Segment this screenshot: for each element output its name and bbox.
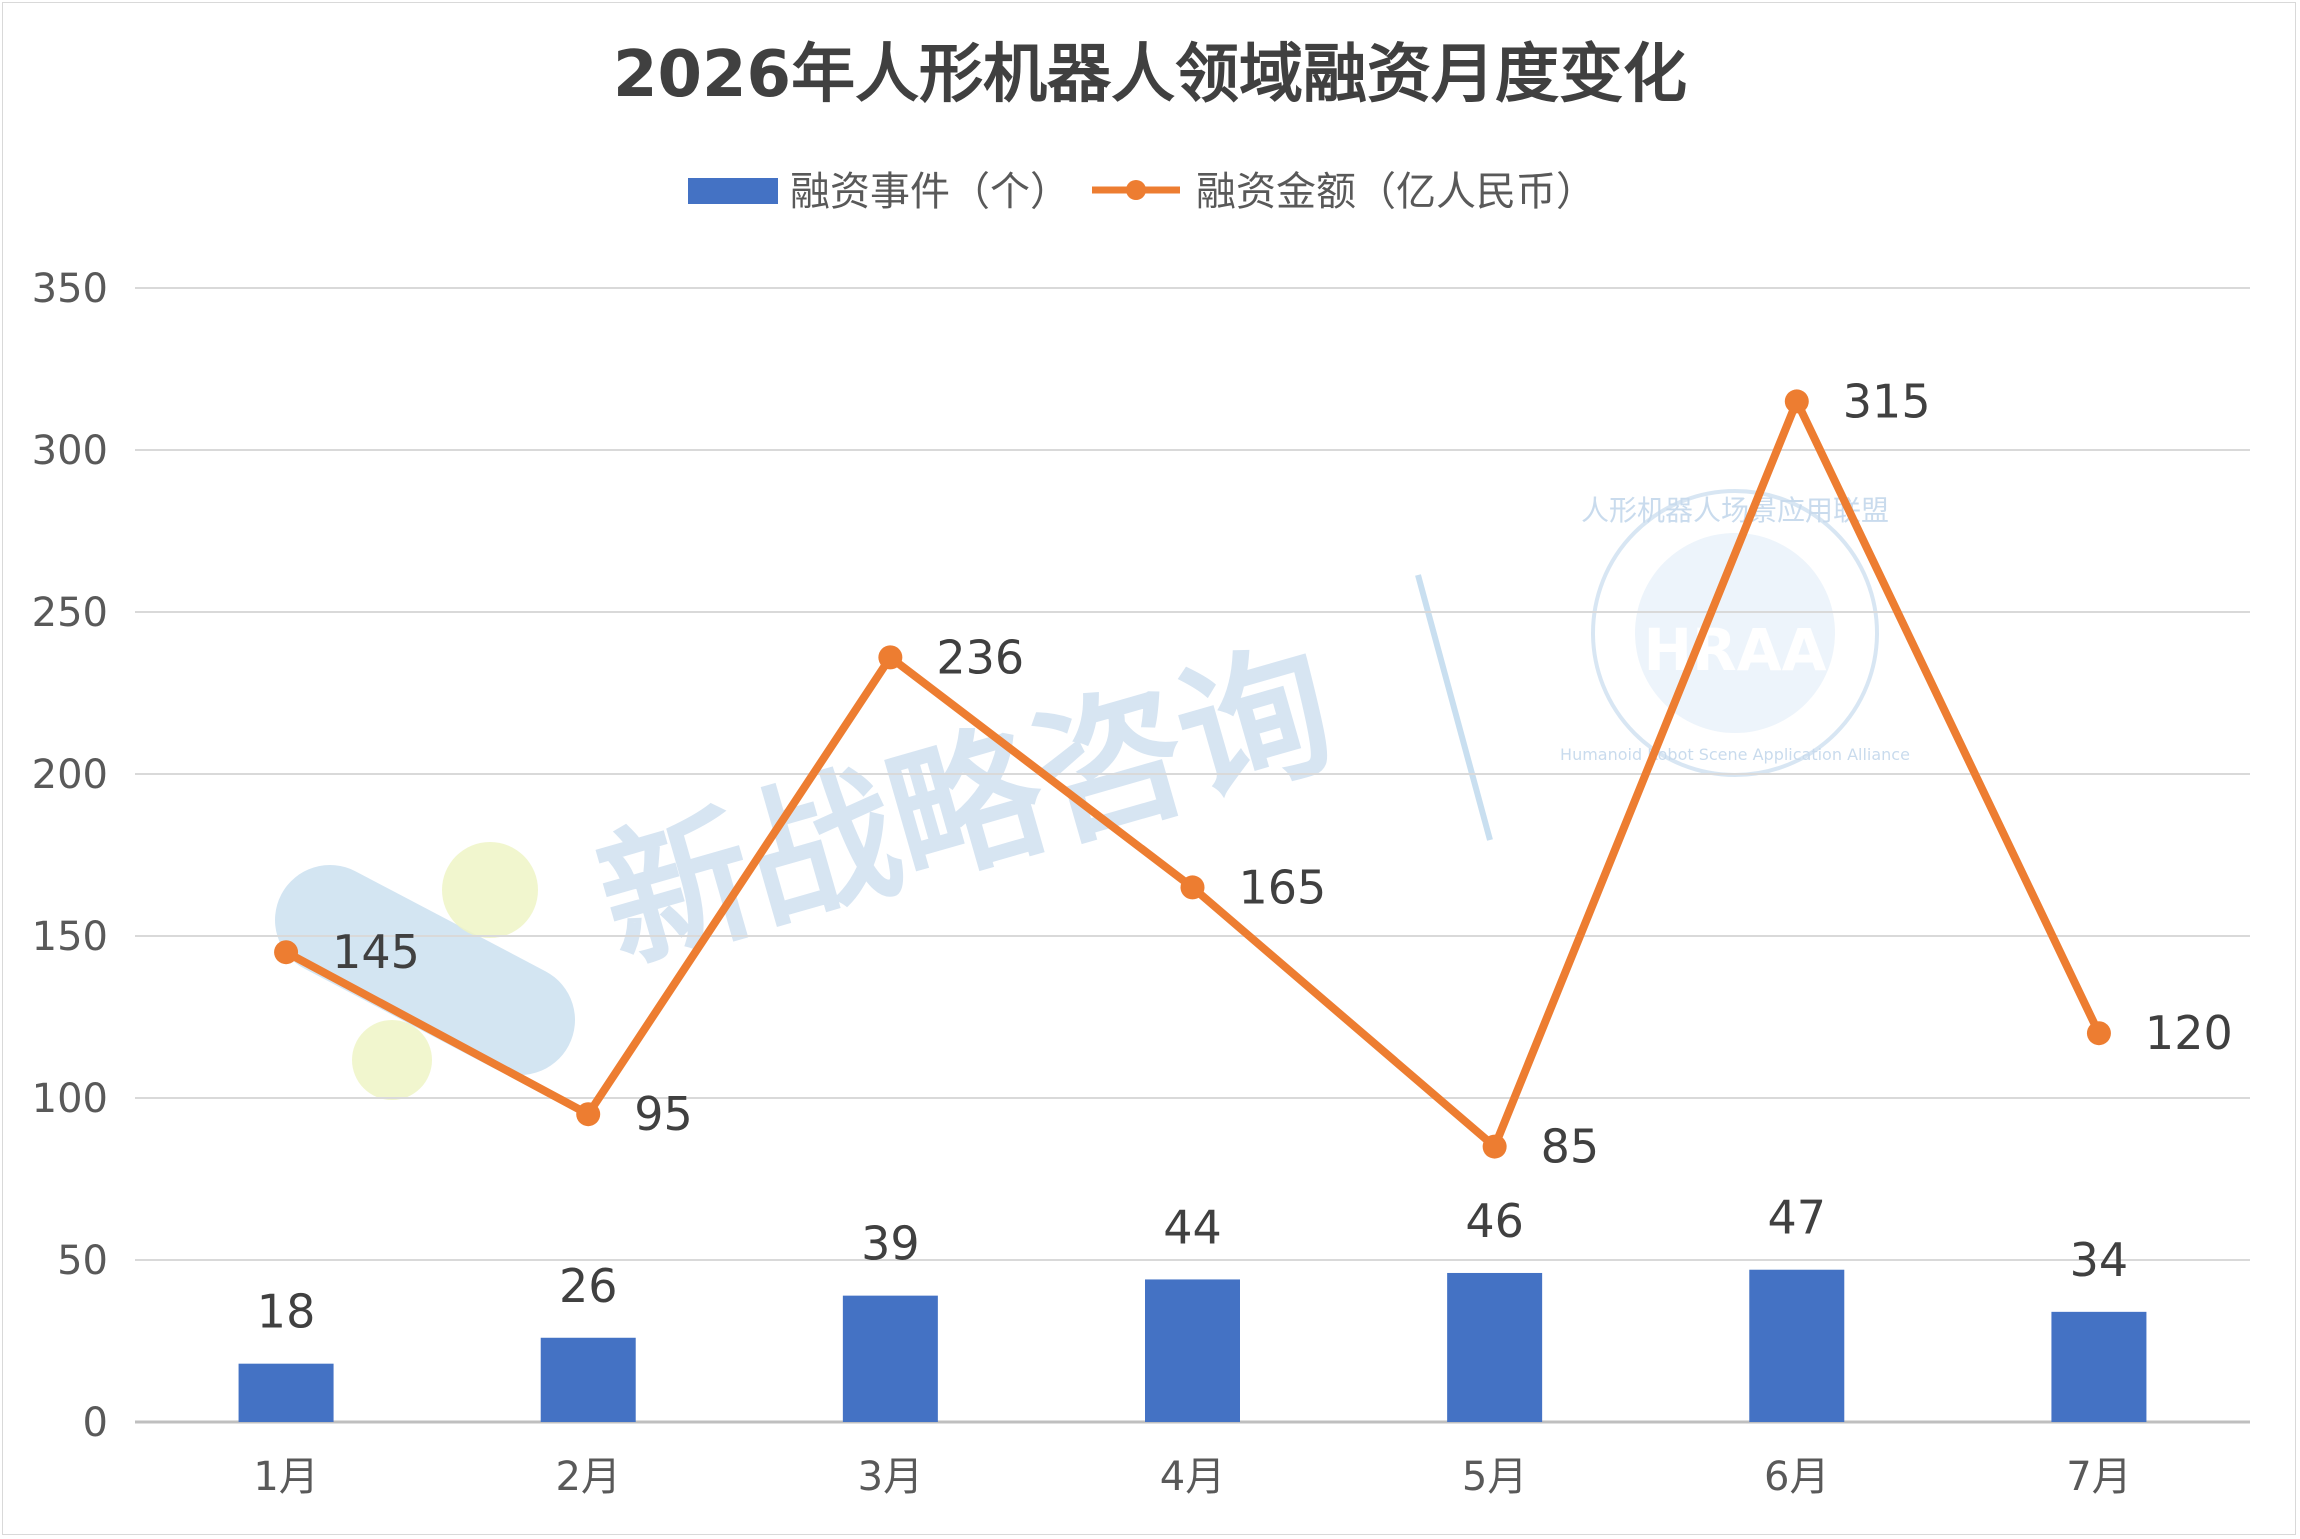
y-tick-label: 250: [32, 590, 108, 636]
watermark-seal-cn: 人形机器人场景应用联盟: [1581, 494, 1889, 527]
bar-data-label: 46: [1465, 1194, 1524, 1248]
bar-data-label: 39: [861, 1217, 920, 1271]
chart-title: 2026年人形机器人领域融资月度变化: [613, 38, 1687, 112]
watermark-seal-en: Humanoid Robot Scene Application Allianc…: [1560, 745, 1910, 764]
legend-line-label: 融资金额（亿人民币）: [1196, 169, 1596, 215]
line-data-label: 165: [1239, 860, 1327, 914]
line-point: [1180, 875, 1205, 900]
bar: [1749, 1269, 1845, 1422]
bar: [540, 1337, 636, 1422]
x-tick-label: 7月: [2066, 1454, 2131, 1500]
bar: [238, 1363, 334, 1422]
y-tick-label: 300: [32, 428, 108, 474]
line-point: [1784, 389, 1809, 414]
line-series: [274, 389, 2111, 1159]
y-tick-label: 50: [57, 1238, 108, 1284]
line-data-label: 145: [332, 925, 420, 979]
y-tick-label: 0: [83, 1400, 108, 1446]
bar: [2051, 1311, 2147, 1422]
x-tick-label: 1月: [253, 1454, 318, 1500]
x-tick-label: 6月: [1764, 1454, 1829, 1500]
y-tick-label: 200: [32, 752, 108, 798]
line-data-label: 236: [936, 630, 1024, 684]
x-tick-label: 3月: [858, 1454, 923, 1500]
line-data-label: 315: [1843, 374, 1931, 428]
line-point: [878, 645, 903, 670]
line-data-label: 85: [1541, 1120, 1600, 1174]
x-tick-label: 2月: [555, 1454, 620, 1500]
x-axis-ticks: 1月 2月 3月 4月 5月 6月 7月: [253, 1454, 2131, 1500]
bar-data-label: 44: [1163, 1200, 1222, 1254]
line-point: [2086, 1021, 2111, 1046]
legend-bar-label: 融资事件（个）: [790, 169, 1070, 215]
bar-data-labels: 18 26 39 44 46 47 34: [257, 1191, 2128, 1339]
watermark: 新战略咨询 人形机器人场景应用联盟 HRAA Humanoid Robot Sc…: [275, 489, 1910, 1100]
watermark-seal-abbr: HRAA: [1644, 616, 1827, 684]
y-tick-label: 150: [32, 914, 108, 960]
line-data-labels: 145 95 236 165 85 315 120: [332, 374, 2233, 1173]
bar-data-label: 34: [2070, 1233, 2129, 1287]
legend: 融资事件（个） 融资金额（亿人民币）: [688, 169, 1596, 215]
y-tick-label: 350: [32, 266, 108, 312]
legend-bar-swatch: [688, 178, 778, 204]
bar-data-label: 26: [559, 1259, 618, 1313]
bar-series: [238, 1269, 2147, 1422]
bar-data-label: 18: [257, 1285, 316, 1339]
x-tick-label: 5月: [1462, 1454, 1527, 1500]
bar: [1447, 1272, 1543, 1422]
y-tick-label: 100: [32, 1076, 108, 1122]
watermark-divider: [1415, 574, 1493, 841]
line-point: [576, 1102, 601, 1127]
x-tick-label: 4月: [1160, 1454, 1225, 1500]
legend-line-marker: [1126, 180, 1146, 200]
line-data-label: 120: [2145, 1006, 2233, 1060]
y-axis-ticks: 0 50 100 150 200 250 300 350: [32, 266, 108, 1446]
bar: [842, 1295, 938, 1422]
line-point: [1482, 1134, 1507, 1159]
line-point: [274, 940, 299, 965]
line-data-label: 95: [634, 1087, 693, 1141]
bar-data-label: 47: [1768, 1191, 1827, 1245]
bar: [1145, 1279, 1240, 1422]
